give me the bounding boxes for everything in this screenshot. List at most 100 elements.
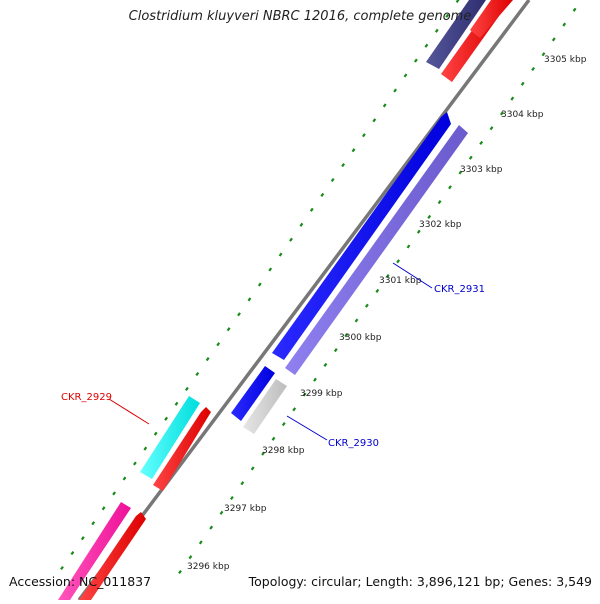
tick-dot [406,244,411,249]
tick-dot [198,540,203,545]
tick-label: 3298 kbp [262,446,305,456]
gene-navy-top[interactable] [426,0,486,69]
tick-dot [313,377,317,382]
tick-dot [427,214,432,219]
tick-dot [143,446,148,451]
tick-dot-tracks [60,0,577,575]
tick-dot [219,510,224,515]
tick-dot [520,81,525,86]
tick-label: 3303 kbp [460,165,503,175]
gene-ckr-2930-blue[interactable] [231,366,275,421]
tick-dot [448,185,452,190]
callout-label-ckr-2929[interactable]: CKR_2929 [61,392,112,403]
tick-dot [216,342,221,347]
tick-dot [510,96,515,101]
tick-label: 3305 kbp [544,55,587,65]
tick-dot [153,431,158,436]
tick-dot [396,259,400,264]
tick-dot [372,118,377,123]
tick-dot [292,407,297,412]
gene-red-top-b[interactable] [470,0,513,38]
tick-dot [80,536,85,541]
tick-dot [133,461,137,466]
tick-dot [257,282,262,287]
gene-red-left[interactable] [153,407,211,491]
tick-dot [271,436,276,441]
tick-dot [320,192,325,197]
tick-dot [382,103,387,108]
tick-dot [278,252,283,257]
tick-label: 3301 kbp [379,276,422,286]
tick-label: 3302 kbp [419,220,462,230]
tick-dot [354,318,359,323]
tick-dot [302,392,307,397]
tick-labels: 3296 kbp 3297 kbp 3298 kbp 3299 kbp 3300… [187,55,587,572]
tick-dot [309,207,314,212]
tick-dot [479,140,484,145]
gene-red-bottom[interactable] [79,512,146,600]
tick-dot [393,88,397,93]
tick-dot [333,348,338,353]
tick-dot [385,274,390,279]
tick-dot [195,371,200,377]
gene-features [58,0,513,600]
gene-ckr-2930-gray[interactable] [243,379,287,434]
tick-label: 3300 kbp [339,333,382,343]
tick-dot [434,28,439,33]
tick-dot [247,297,252,302]
tick-dot [414,58,418,63]
tick-dot [281,422,286,427]
tick-dot [174,401,179,406]
gene-ckr-2931-blue[interactable] [272,112,451,360]
genome-title: Clostridium kluyveri NBRC 12016, complet… [128,9,472,24]
tick-dot [562,22,567,27]
tick-dot [468,155,473,160]
tick-label: 3304 kbp [501,110,544,120]
tick-dot [489,126,494,131]
tick-dot [240,481,245,486]
tick-dot [209,525,214,530]
tick-dot [299,222,304,227]
tick-label: 3297 kbp [224,504,267,514]
tick-dot [330,177,335,183]
tick-dot [403,73,408,78]
tick-dot [531,66,535,72]
tick-dot [60,565,64,571]
tick-dot [112,491,116,496]
tick-dot [551,37,556,42]
callout-label-ckr-2930[interactable]: CKR_2930 [328,438,379,449]
tick-dot [572,7,577,12]
tick-dot [122,476,127,481]
genome-summary-text: Topology: circular; Length: 3,896,121 bp… [248,574,592,589]
gene-magenta[interactable] [58,502,131,600]
tick-dot [91,521,96,526]
tick-dot [188,555,193,560]
genome-backbone [77,0,531,602]
tick-dot [323,362,328,367]
tick-dot [455,0,460,3]
tick-dot [178,569,182,575]
gene-ckr-2929-cyan[interactable] [140,396,200,479]
callout-leader-ckr-2930 [286,415,328,441]
tick-dot [424,43,429,48]
tick-dot [416,229,421,234]
tick-dot [226,327,231,332]
tick-dot [341,163,345,168]
callout-label-ckr-2931[interactable]: CKR_2931 [434,284,485,295]
tick-dot [541,52,546,57]
tick-dot [250,466,255,471]
tick-dot [101,506,106,511]
callout-leader-ckr-2931 [392,262,433,289]
tick-dot [237,312,241,317]
tick-dot [445,13,450,18]
gene-ckr-2931-lavender[interactable] [285,125,468,375]
tick-dot [230,495,234,501]
tick-dot [362,133,366,138]
tick-dot [500,111,504,116]
tick-dot [205,357,210,362]
tick-dot [344,333,349,338]
callout-leader-ckr-2929 [108,398,150,425]
gene-callouts: CKR_2929 CKR_2930 CKR_2931 [61,262,485,449]
